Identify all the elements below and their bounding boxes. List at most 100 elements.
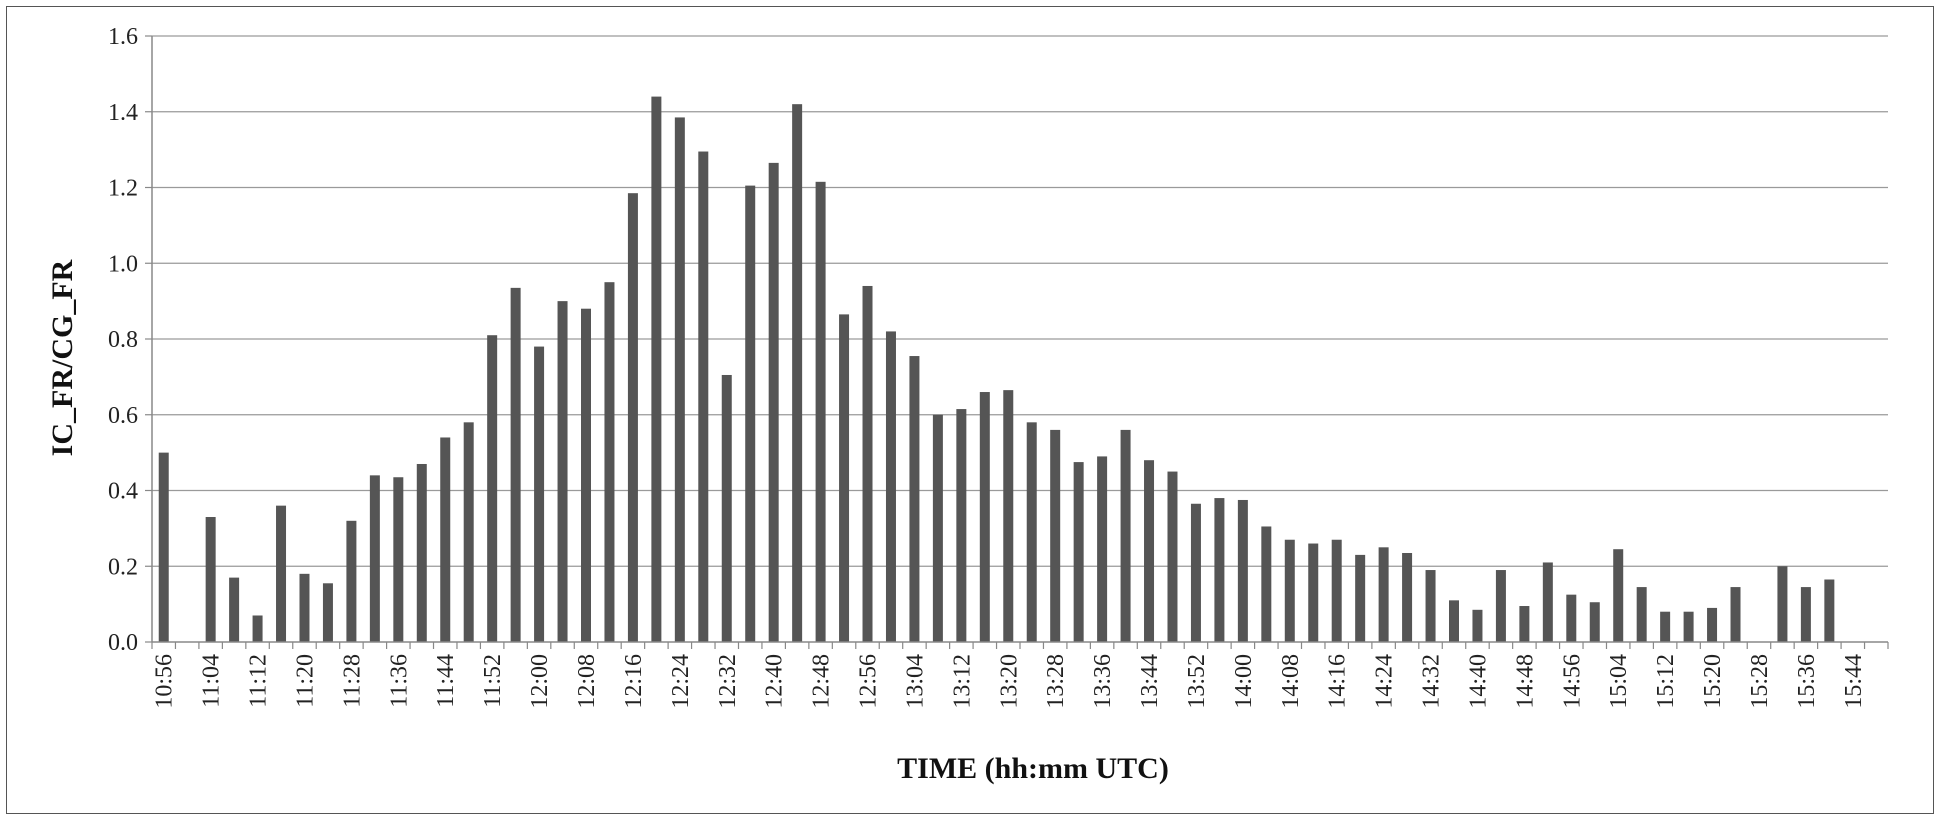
bar-14:24 (1378, 547, 1389, 642)
x-tick-label: 13:28 (1043, 654, 1069, 709)
x-tick-label: 12:24 (668, 654, 694, 709)
x-tick-label: 11:04 (199, 654, 225, 708)
bar-15:12 (1660, 611, 1671, 642)
bar-12:00 (534, 346, 545, 642)
x-tick-label: 12:00 (527, 654, 553, 709)
x-tick-label: 11:36 (386, 654, 412, 708)
bar-14:40 (1472, 609, 1483, 642)
x-tick-label: 11:20 (292, 654, 318, 708)
bar-15:16 (1683, 611, 1694, 642)
x-tick-label: 13:44 (1137, 654, 1163, 709)
bar-14:16 (1331, 539, 1342, 642)
bar-15:24 (1730, 587, 1741, 642)
bar-11:48 (463, 422, 474, 642)
bar-12:16 (627, 193, 638, 642)
x-tick-label: 12:40 (762, 654, 788, 709)
x-tick-label: 14:32 (1419, 654, 1445, 709)
y-tick-label: 0.4 (108, 479, 138, 505)
x-tick-label: 15:44 (1841, 654, 1867, 709)
bar-12:52 (839, 314, 850, 642)
bar-12:40 (768, 162, 779, 642)
bar-14:28 (1402, 552, 1413, 642)
bar-13:16 (979, 392, 990, 642)
y-axis-title: IC_FR/CG_FR (46, 259, 79, 456)
bar-12:36 (745, 185, 756, 642)
bar-15:08 (1636, 587, 1647, 642)
bar-13:44 (1144, 460, 1155, 642)
x-tick-label: 15:28 (1747, 654, 1773, 709)
y-tick-labels: 0.0 0.2 0.4 0.6 0.8 1.0 1.2 1.4 1.6 (108, 24, 138, 656)
bar-11:40 (416, 463, 427, 642)
bar-12:08 (581, 308, 591, 642)
x-tick-label: 10:56 (152, 654, 178, 709)
bar-12:24 (674, 117, 685, 642)
bar-11:28 (346, 520, 357, 642)
chart-frame (6, 6, 1934, 814)
x-tick-label: 15:12 (1653, 654, 1679, 709)
bar-12:56 (862, 285, 873, 642)
bar-14:48 (1519, 606, 1530, 642)
x-tick-label: 13:52 (1184, 654, 1210, 709)
bar-14:04 (1261, 526, 1272, 642)
y-tick-label: 1.0 (108, 251, 138, 277)
bar-11:44 (440, 437, 451, 642)
bar-11:36 (393, 477, 404, 642)
bar-11:08 (229, 577, 240, 642)
y-tick-label: 0.2 (108, 554, 138, 580)
bar-11:56 (510, 287, 521, 642)
bar-14:20 (1355, 554, 1366, 642)
x-tick-label: 11:52 (480, 654, 506, 708)
y-tick-label: 1.4 (108, 100, 138, 126)
x-axis-title: TIME (hh:mm UTC) (897, 752, 1169, 785)
bar-14:32 (1425, 570, 1436, 642)
bar-15:40 (1824, 579, 1835, 642)
bar-13:28 (1050, 429, 1061, 642)
x-tick-label: 15:20 (1700, 654, 1726, 709)
x-tick-labels: 10:56 11:04 11:12 11:20 11:28 11:36 11:44 11:52… (152, 654, 1867, 709)
bar-10:56 (158, 452, 169, 642)
bar-12:28 (698, 151, 709, 643)
bar-12:04 (557, 301, 568, 642)
bar-14:00 (1237, 499, 1248, 642)
x-tick-label: 14:48 (1512, 654, 1538, 709)
y-tick-label: 0.0 (108, 630, 138, 656)
bar-12:20 (651, 96, 662, 643)
bar-14:44 (1495, 570, 1506, 642)
bar-11:12 (252, 615, 263, 642)
bar-11:04 (205, 517, 216, 642)
x-tick-label: 14:00 (1231, 654, 1257, 709)
bar-13:52 (1190, 503, 1201, 642)
x-tick-label: 12:16 (621, 654, 647, 709)
bar-14:36 (1449, 600, 1459, 642)
y-tick-label: 1.2 (108, 176, 138, 202)
x-tick-label: 12:56 (856, 654, 882, 709)
bar-11:52 (487, 335, 498, 642)
y-tick-label: 1.6 (108, 24, 138, 50)
bar-14:12 (1308, 543, 1319, 642)
x-tick-label: 13:04 (902, 654, 928, 709)
bar-14:08 (1284, 539, 1295, 642)
y-tick-label: 0.8 (108, 327, 138, 353)
bars (158, 96, 1835, 643)
bar-15:20 (1707, 607, 1718, 642)
bar-13:40 (1120, 429, 1131, 642)
bar-15:00 (1589, 602, 1600, 642)
x-tick-label: 12:32 (715, 654, 741, 709)
bar-15:36 (1800, 587, 1811, 642)
x-tick-label: 14:24 (1372, 654, 1398, 709)
bar-13:08 (932, 414, 943, 642)
bar-12:48 (815, 181, 826, 642)
bar-13:48 (1167, 471, 1178, 642)
bar-12:32 (721, 374, 732, 642)
x-tick-label: 11:12 (246, 654, 272, 708)
bar-15:04 (1613, 549, 1624, 642)
bar-14:52 (1542, 562, 1553, 642)
bar-11:24 (322, 583, 333, 642)
x-tick-label: 15:04 (1606, 654, 1632, 709)
bar-13:32 (1073, 462, 1084, 642)
y-tick-label: 0.6 (108, 403, 138, 429)
bar-13:00 (885, 331, 896, 642)
bar-12:12 (604, 282, 615, 642)
x-tick-label: 14:16 (1325, 654, 1351, 709)
